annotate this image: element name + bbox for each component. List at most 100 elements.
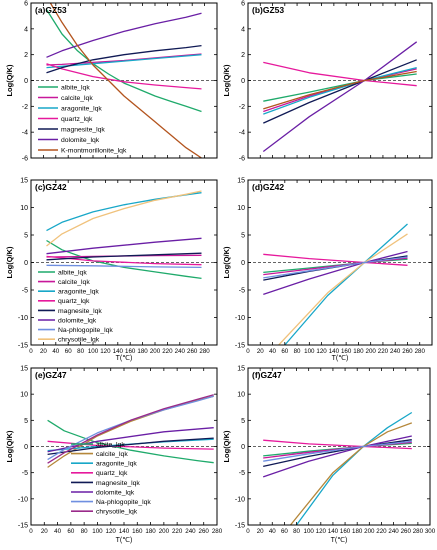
y-tick-label: -10: [18, 496, 28, 503]
y-tick-label: 15: [237, 178, 245, 185]
y-tick-label: 0: [24, 444, 28, 451]
x-axis-label: T(℃): [332, 355, 349, 362]
y-tick-label: 10: [20, 205, 28, 212]
legend-label: albite_lqk: [96, 441, 125, 448]
series-line-naphlog: [263, 440, 412, 462]
x-tick-label: 80: [294, 348, 301, 355]
x-tick-label: 0: [29, 528, 33, 535]
x-tick-label: 140: [119, 528, 130, 535]
panel-title: (d)GZ42: [252, 182, 284, 192]
legend-label: aragonite_lqk: [96, 461, 137, 468]
x-tick-label: 280: [212, 528, 223, 535]
series-line-aragonite-lqk: [46, 192, 202, 232]
x-tick-label: 260: [401, 528, 412, 535]
y-tick-label: 5: [24, 233, 28, 240]
y-tick-label: -2: [239, 104, 245, 111]
series-line-dolomite-lqk: [47, 427, 214, 453]
x-tick-label: 220: [172, 528, 183, 535]
x-tick-label: 200: [150, 348, 161, 355]
x-tick-label: 20: [40, 348, 47, 355]
legend-label: quartz_lqk: [58, 298, 90, 305]
y-tick-label: 0: [241, 260, 245, 267]
y-tick-label: -15: [235, 343, 245, 350]
x-tick-label: 0: [29, 348, 33, 355]
series-line-dolomite: [262, 435, 412, 478]
x-tick-label: 100: [304, 348, 315, 355]
y-axis-label: Log(Q/K): [222, 246, 231, 279]
legend-label: magnesite_lqk: [61, 126, 105, 133]
x-tick-label: 20: [41, 528, 48, 535]
y-tick-label: -4: [239, 130, 245, 137]
x-tick-label: 40: [269, 348, 276, 355]
x-tick-label: 240: [175, 348, 186, 355]
panel-a: -6 -4 -2 0 2 4 6 Log(Q/K) (a)GZ53 albite_lqkcalci…: [5, 1, 218, 163]
series-line-albite: [263, 73, 417, 102]
y-tick-label: -10: [18, 315, 28, 322]
series-line-dolomite: [262, 41, 418, 153]
panel-b: -6 -4 -2 0 2 4 6 Log(Q/K) (b)GZ53: [222, 1, 433, 163]
legend-label: Na-phlogopite_lqk: [58, 327, 113, 334]
legend-label: dolomite_lqk: [96, 489, 135, 496]
legend-label: K-montmorillonite_lqk: [61, 147, 127, 154]
legend-label: magnesite_lqk: [96, 480, 140, 487]
x-tick-label: 40: [54, 528, 61, 535]
x-tick-label: 0: [246, 348, 250, 355]
legend-label: calcite_lqk: [61, 95, 93, 102]
x-tick-label: 280: [415, 348, 426, 355]
legend-label: aragonite_lqk: [58, 289, 99, 296]
series-line-aragonite: [263, 66, 417, 115]
x-tick-label: 120: [106, 528, 117, 535]
y-axis-label: Log(Q/K): [222, 430, 231, 463]
x-tick-label: 140: [113, 348, 124, 355]
y-tick-label: -15: [235, 523, 245, 530]
series-line-magnesite: [263, 439, 412, 468]
legend: albite_lqk calcite_lqk aragonite_lqkquartz…: [38, 269, 113, 344]
series-line-albite-lqk: [46, 239, 202, 280]
panel-title: (b)GZ53: [252, 5, 284, 15]
y-tick-label: 5: [241, 418, 245, 425]
panel-title: (c)GZ42: [35, 182, 67, 192]
x-tick-label: 140: [329, 348, 340, 355]
series-line-quartz: [263, 61, 417, 87]
panel-title: (e)GZ47: [35, 370, 67, 380]
legend-label: albite_lqk: [61, 84, 90, 91]
y-tick-label: -6: [239, 156, 245, 163]
y-tick-label: 0: [241, 78, 245, 85]
x-tick-label: 300: [425, 528, 436, 535]
series-line-aragonite-lqk: [46, 54, 202, 69]
y-tick-label: 4: [241, 26, 245, 33]
y-tick-label: 15: [20, 366, 28, 373]
series-line-albite-lqk: [47, 419, 214, 464]
x-tick-label: 120: [316, 348, 327, 355]
y-tick-label: 0: [241, 444, 245, 451]
x-axis-label: T(℃): [331, 537, 348, 544]
series-lines: [263, 223, 408, 345]
y-axis-label: Log(Q/K): [222, 64, 231, 97]
y-tick-label: 10: [237, 205, 245, 212]
series-line-kmont: [263, 70, 417, 110]
y-tick-label: -6: [22, 156, 28, 163]
legend-label: quartz_lqk: [96, 470, 128, 477]
x-tick-label: 100: [92, 528, 103, 535]
series-line-quartz-lqk: [46, 63, 202, 90]
y-tick-label: 2: [241, 52, 245, 59]
y-tick-label: 0: [24, 260, 28, 267]
legend-label: calcite_lqk: [58, 279, 90, 286]
series-line-chrysotile-lqk: [47, 394, 214, 464]
series-line-dolomite-lqk: [46, 12, 202, 58]
series-line-dolomite-lqk: [46, 237, 202, 255]
x-tick-label: 160: [340, 528, 351, 535]
x-tick-label: 0: [246, 528, 250, 535]
legend-label: albite_lqk: [58, 269, 87, 276]
series-line-na-phlogopite-lqk: [46, 264, 202, 269]
y-tick-label: -15: [18, 343, 28, 350]
x-tick-label: 220: [378, 348, 389, 355]
legend-label: magnesite_lqk: [58, 308, 102, 315]
panel-d: 0 20 40 60 80 100 120 140 160 180 200 220 240 260 280-…: [222, 178, 433, 362]
legend-label: dolomite_lqk: [61, 137, 100, 144]
y-tick-label: -4: [22, 130, 28, 137]
legend-label: calcite_lqk: [96, 451, 128, 458]
x-tick-label: 240: [390, 348, 401, 355]
x-tick-label: 200: [364, 528, 375, 535]
